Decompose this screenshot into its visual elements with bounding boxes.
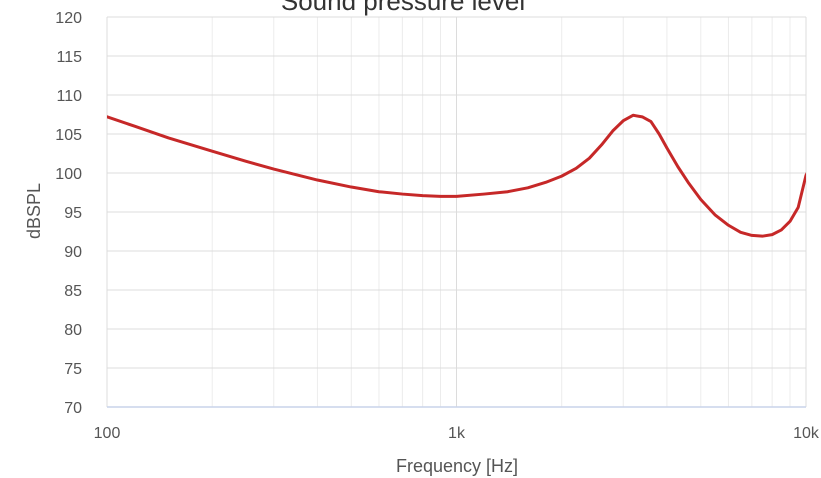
major-grid bbox=[106, 16, 807, 408]
y-tick-labels: 70 75 80 85 90 95 100 105 110 115 120 bbox=[55, 10, 82, 417]
y-tick-label: 105 bbox=[55, 127, 82, 144]
y-tick-label: 100 bbox=[55, 166, 82, 183]
x-axis-title: Frequency [Hz] bbox=[396, 456, 518, 476]
y-axis-title: dBSPL bbox=[24, 183, 44, 239]
y-tick-label: 85 bbox=[64, 283, 82, 300]
x-tick-label: 10k bbox=[793, 425, 820, 442]
x-tick-labels: 100 1k 10k bbox=[94, 425, 820, 442]
y-tick-label: 80 bbox=[64, 322, 82, 339]
series-line bbox=[107, 113, 806, 238]
x-tick-label: 100 bbox=[94, 425, 121, 442]
x-tick-label: 1k bbox=[448, 425, 466, 442]
y-tick-label: 115 bbox=[56, 49, 82, 66]
y-tick-label: 75 bbox=[64, 361, 82, 378]
series-layer bbox=[107, 113, 806, 238]
y-tick-label: 70 bbox=[64, 400, 82, 417]
y-tick-label: 95 bbox=[64, 205, 82, 222]
y-tick-label: 110 bbox=[56, 88, 82, 105]
y-tick-label: 120 bbox=[55, 10, 82, 27]
y-tick-label: 90 bbox=[64, 244, 82, 261]
chart-title: Sound pressure level bbox=[281, 0, 525, 16]
